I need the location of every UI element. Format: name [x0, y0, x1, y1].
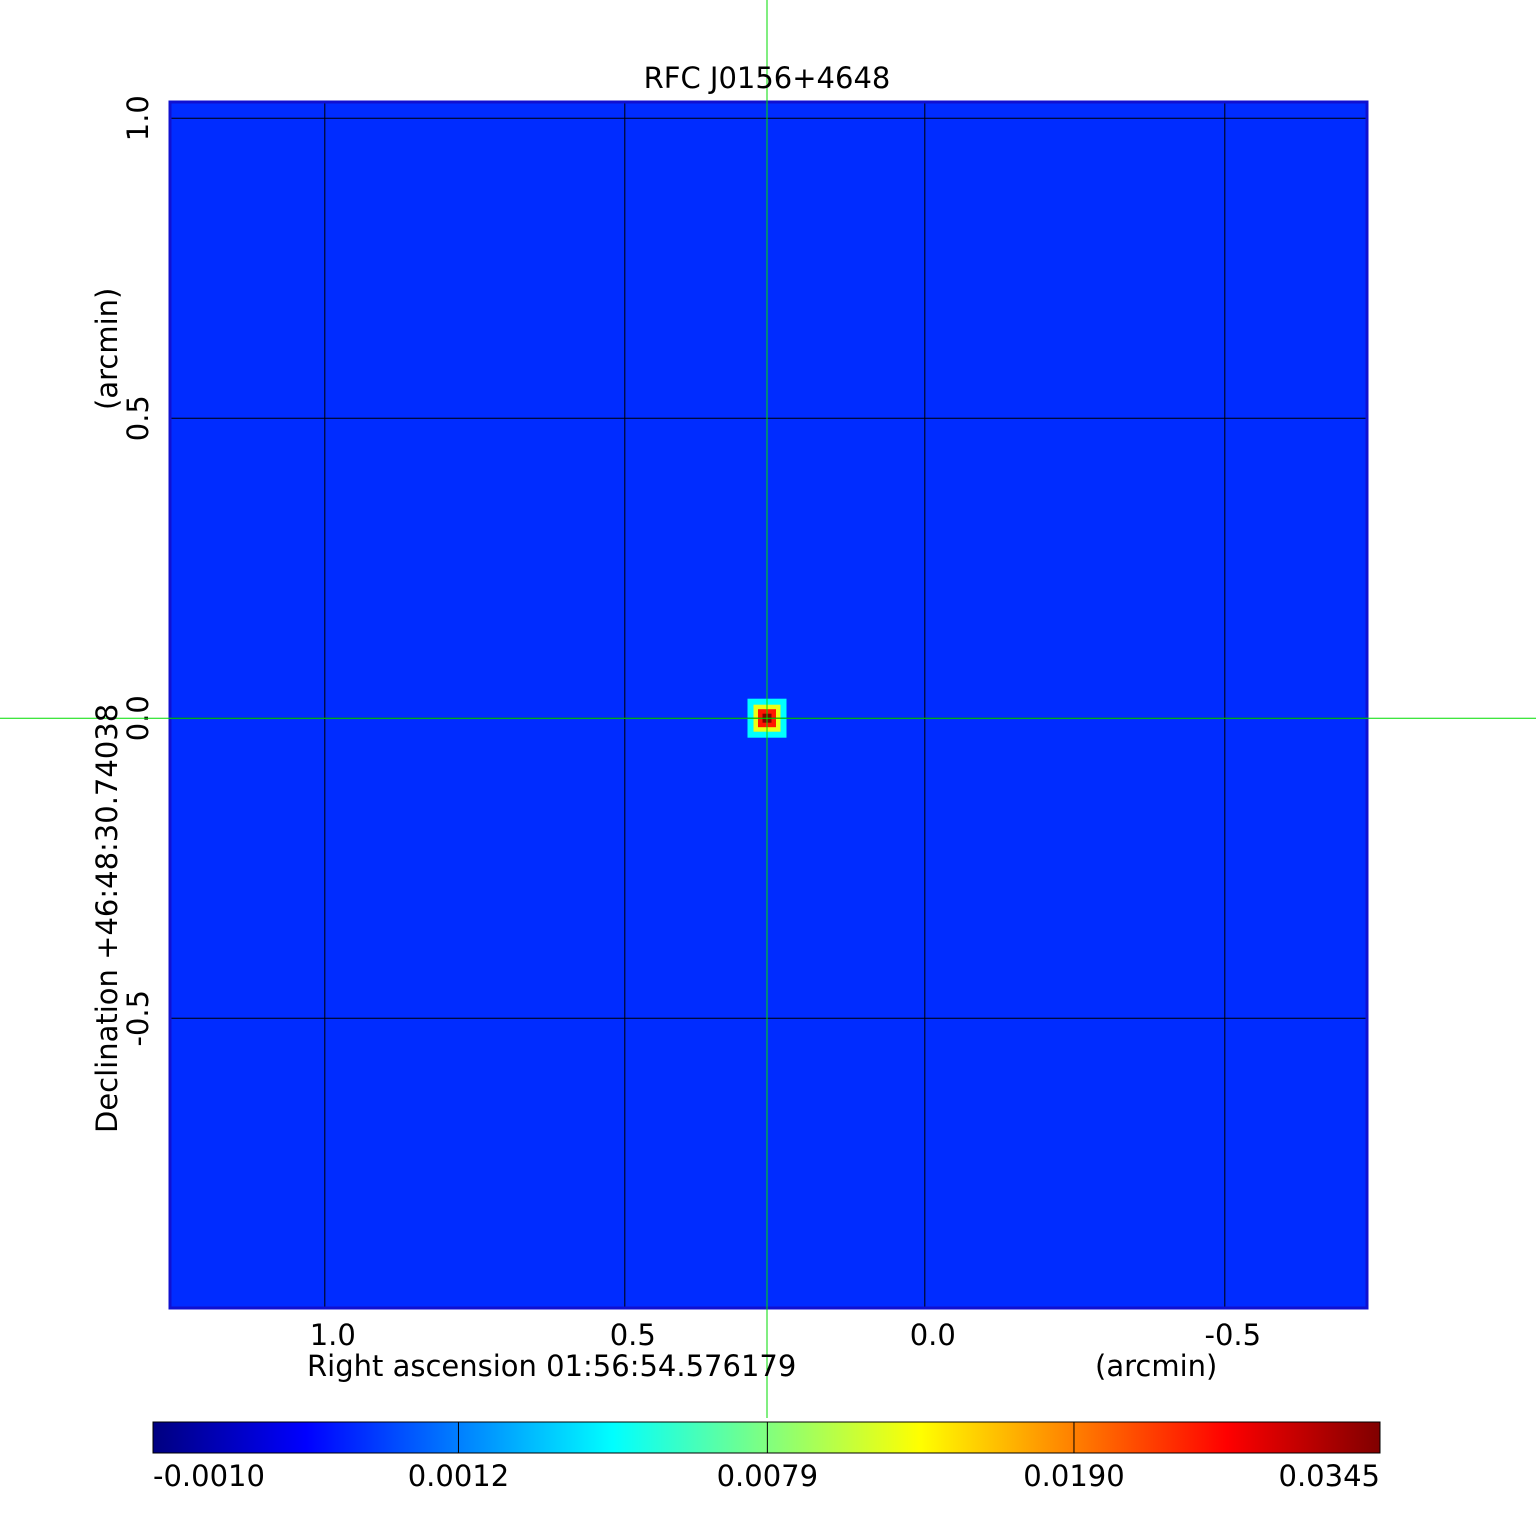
x-axis-label: Right ascension 01:56:54.576179: [307, 1349, 796, 1383]
colorbar-tick-label: 0.0345: [1279, 1459, 1380, 1493]
chart-title: RFC J0156+4648: [644, 61, 891, 95]
colorbar-tick-label: 0.0012: [408, 1459, 509, 1493]
y-axis-label: Declination +46:48:30.74038: [90, 704, 124, 1133]
y-tick-label: 0.5: [121, 395, 155, 441]
colorbar-tick-label: 0.0079: [717, 1459, 818, 1493]
colorbar-tick-label: 0.0190: [1023, 1459, 1124, 1493]
x-axis-unit: (arcmin): [1095, 1349, 1217, 1383]
x-tick-label: 1.0: [310, 1318, 356, 1352]
y-tick-label: 1.0: [121, 95, 155, 141]
x-tick-label: 0.0: [910, 1318, 956, 1352]
x-tick-label: -0.5: [1205, 1318, 1262, 1352]
colorbar: [152, 1421, 1381, 1454]
colorbar-tick-label: -0.0010: [153, 1459, 265, 1493]
x-tick-label: 0.5: [610, 1318, 656, 1352]
y-tick-label: -0.5: [121, 990, 155, 1047]
plot-frame: [168, 100, 1369, 1310]
y-axis-unit: (arcmin): [90, 288, 124, 410]
